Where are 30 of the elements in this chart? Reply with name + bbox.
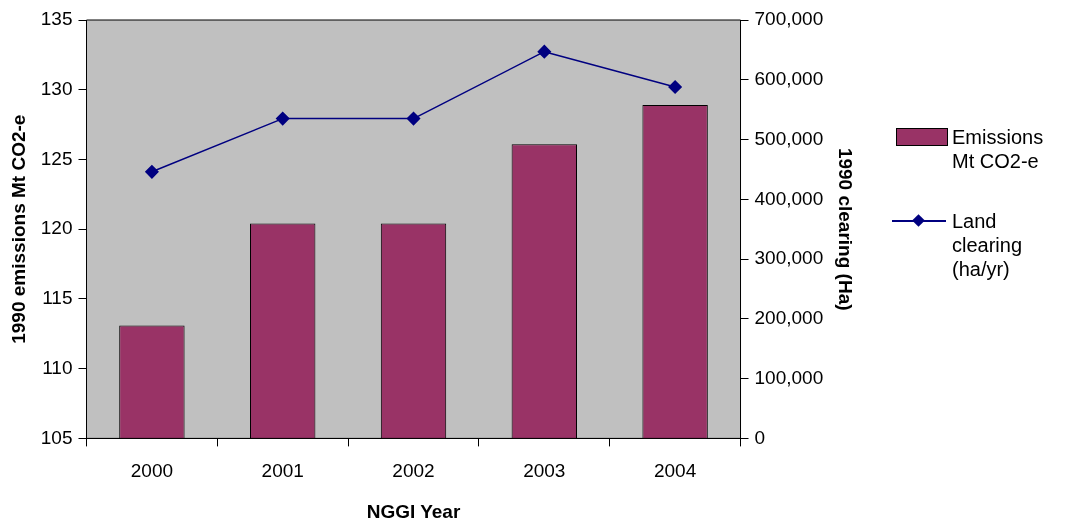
point <box>406 111 421 126</box>
y-tick-label: 130 <box>40 77 73 99</box>
point <box>145 165 159 179</box>
x-axis-title: NGGI Year <box>366 500 461 522</box>
x-tick-label: 2004 <box>653 460 697 482</box>
legend-label: Land clearing (ha/yr) <box>952 209 1024 281</box>
y-tick-label: 125 <box>40 147 73 169</box>
y-axis-title: 1990 emissions Mt CO2-e <box>7 114 29 344</box>
y-tick-label: 135 <box>40 8 73 30</box>
y2-tick-label: 200,000 <box>754 307 824 329</box>
point <box>668 80 682 94</box>
x-tick-label: 2000 <box>130 460 174 482</box>
y2-axis-title: 1990 clearing (Ha) <box>835 147 857 311</box>
y-tick-label: 115 <box>42 287 73 309</box>
y2-tick-label: 400,000 <box>754 187 824 209</box>
y-tick-label: 120 <box>40 217 73 239</box>
legend-label: Emissions Mt CO2-e <box>952 125 1045 173</box>
y2-tick-label: 500,000 <box>754 127 824 149</box>
y2-tick-label: 300,000 <box>754 247 824 269</box>
y2-tick-label: 100,000 <box>754 366 824 388</box>
point <box>275 111 290 126</box>
y2-tick-label: 600,000 <box>754 68 824 90</box>
y-tick-label: 110 <box>42 356 73 378</box>
point <box>537 44 552 59</box>
y-tick-label: 105 <box>40 426 73 448</box>
y2-tick-label: 0 <box>754 426 766 448</box>
x-tick-label: 2002 <box>392 460 435 482</box>
x-tick-label: 2003 <box>523 460 566 482</box>
y2-tick-label: 700,000 <box>754 8 824 30</box>
x-tick-label: 2001 <box>261 460 304 482</box>
